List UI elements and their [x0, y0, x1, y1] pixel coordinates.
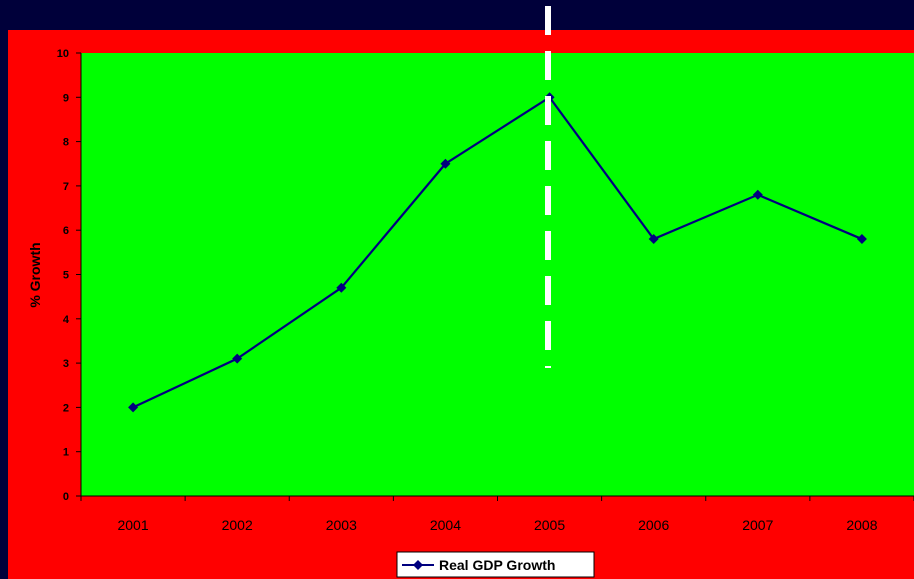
- y-tick-label: 1: [63, 447, 69, 459]
- y-axis-ticks: 0 1 2 3 4 5 6 7 8 9 10: [57, 48, 81, 503]
- y-tick-label: 6: [63, 225, 69, 237]
- x-tick-label: 2001: [117, 517, 148, 533]
- y-tick-label: 4: [63, 314, 70, 326]
- x-tick-label: 2002: [222, 517, 253, 533]
- y-tick-label: 3: [63, 358, 69, 370]
- x-axis-ticks: 2001 2002 2003 2004 2005 2006 2007 2008: [80, 496, 914, 533]
- data-point-marker: [128, 402, 139, 413]
- data-point-marker: [648, 234, 659, 245]
- x-tick-label: 2003: [326, 517, 357, 533]
- y-tick-label: 7: [63, 181, 69, 193]
- data-point-marker: [856, 234, 867, 245]
- y-tick-label: 2: [63, 402, 69, 414]
- data-point-marker: [336, 282, 347, 293]
- data-point-marker: [232, 353, 243, 364]
- x-tick-label: 2006: [638, 517, 669, 533]
- y-tick-label: 10: [57, 48, 69, 60]
- x-tick-label: 2007: [742, 517, 773, 533]
- data-point-marker: [440, 158, 451, 169]
- x-tick-label: 2008: [846, 517, 877, 533]
- y-tick-label: 9: [63, 92, 69, 104]
- y-tick-label: 5: [63, 270, 69, 282]
- x-tick-label: 2005: [534, 517, 565, 533]
- series-group: [128, 92, 867, 413]
- legend-marker-diamond: [413, 560, 423, 570]
- legend: Real GDP Growth: [396, 551, 595, 578]
- y-tick-label: 8: [63, 137, 69, 149]
- legend-label: Real GDP Growth: [439, 557, 555, 573]
- y-axis-title: % Growth: [27, 242, 43, 307]
- data-point-marker: [752, 189, 763, 200]
- x-tick-label: 2004: [430, 517, 461, 533]
- plot-area: [81, 53, 914, 496]
- series-line: [132, 95, 863, 409]
- y-tick-label: 0: [63, 491, 69, 503]
